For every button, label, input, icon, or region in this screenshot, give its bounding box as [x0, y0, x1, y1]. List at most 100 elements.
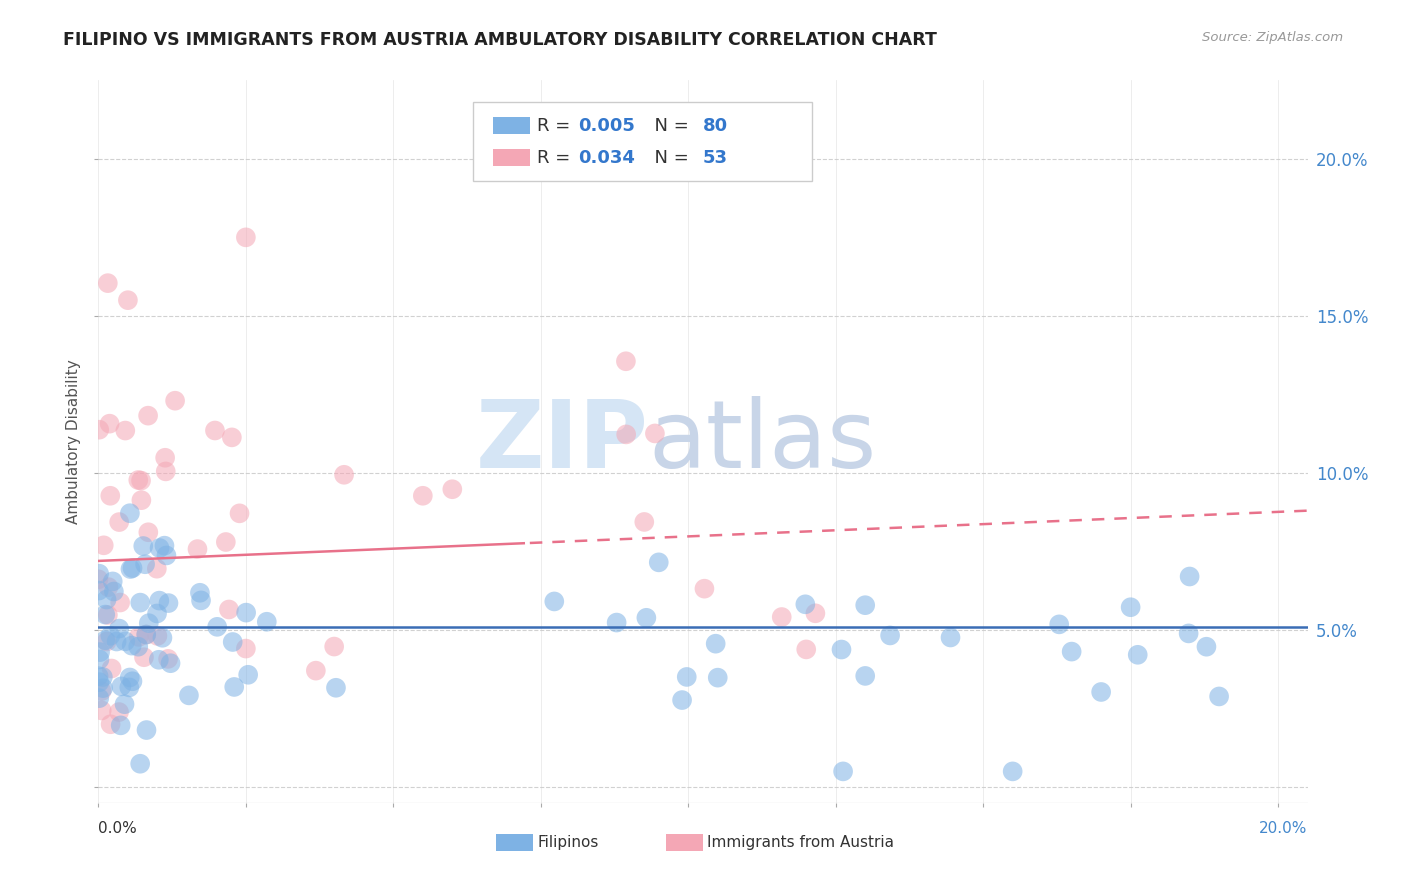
Text: R =: R =	[537, 149, 576, 167]
Text: 0.034: 0.034	[578, 149, 636, 167]
Point	[114, 634, 136, 648]
Point	[136, 525, 159, 540]
Point	[188, 586, 211, 600]
Point	[97, 580, 120, 594]
Point	[614, 427, 637, 442]
Point	[235, 606, 257, 620]
Point	[93, 538, 115, 552]
FancyBboxPatch shape	[665, 834, 703, 851]
Point	[238, 667, 260, 681]
Point	[325, 681, 347, 695]
Point	[121, 639, 143, 653]
Point	[1178, 569, 1201, 583]
Point	[1177, 626, 1199, 640]
Point	[177, 689, 200, 703]
Point	[305, 664, 328, 678]
Point	[441, 482, 464, 496]
FancyBboxPatch shape	[492, 149, 530, 166]
Point	[205, 620, 228, 634]
Point	[831, 642, 853, 657]
Point	[87, 583, 110, 598]
Point	[89, 423, 111, 437]
Point	[675, 670, 697, 684]
Point	[1047, 617, 1070, 632]
Point	[148, 593, 170, 607]
Point	[100, 717, 122, 731]
Point	[157, 596, 180, 610]
Point	[794, 642, 817, 657]
Point	[108, 595, 131, 609]
Text: atlas: atlas	[648, 395, 877, 488]
Point	[228, 506, 250, 520]
Text: 20.0%: 20.0%	[1260, 821, 1308, 836]
Point	[121, 674, 143, 689]
Text: 0.0%: 0.0%	[98, 821, 138, 836]
Point	[1090, 685, 1112, 699]
Point	[91, 670, 114, 684]
Point	[704, 637, 727, 651]
Point	[159, 657, 181, 671]
Point	[138, 616, 160, 631]
Point	[118, 671, 141, 685]
Point	[804, 607, 827, 621]
Y-axis label: Ambulatory Disability: Ambulatory Disability	[66, 359, 82, 524]
Point	[215, 535, 238, 549]
Point	[644, 426, 666, 441]
Point	[129, 474, 152, 488]
Point	[153, 450, 176, 465]
Point	[87, 669, 110, 683]
Point	[155, 549, 177, 563]
Text: Filipinos: Filipinos	[537, 835, 599, 850]
Point	[323, 640, 346, 654]
Point	[114, 697, 136, 711]
Text: 80: 80	[703, 117, 728, 135]
Point	[90, 684, 112, 698]
Point	[129, 756, 152, 771]
Point	[235, 641, 257, 656]
Point	[128, 630, 150, 644]
Point	[412, 489, 434, 503]
Point	[96, 634, 118, 648]
Text: ZIP: ZIP	[475, 395, 648, 488]
Point	[121, 561, 143, 575]
Point	[135, 627, 157, 641]
Point	[98, 489, 121, 503]
Point	[706, 671, 728, 685]
Point	[606, 615, 628, 630]
Point	[333, 467, 356, 482]
Point	[90, 704, 112, 718]
Point	[103, 584, 125, 599]
Text: R =: R =	[537, 117, 576, 135]
Point	[222, 635, 245, 649]
Text: Immigrants from Austria: Immigrants from Austria	[707, 835, 894, 850]
Point	[129, 596, 152, 610]
Point	[118, 681, 141, 695]
Point	[114, 424, 136, 438]
Point	[190, 593, 212, 607]
Point	[832, 764, 855, 779]
Point	[235, 230, 257, 244]
Point	[155, 464, 177, 478]
Point	[97, 607, 120, 622]
Point	[89, 566, 111, 581]
FancyBboxPatch shape	[474, 102, 811, 181]
Text: Source: ZipAtlas.com: Source: ZipAtlas.com	[1202, 31, 1343, 45]
Point	[157, 652, 180, 666]
Point	[636, 611, 658, 625]
Point	[97, 276, 120, 290]
Point	[543, 594, 565, 608]
Point	[94, 633, 117, 648]
Point	[134, 558, 156, 572]
Point	[108, 622, 131, 636]
Point	[91, 681, 114, 695]
Point	[671, 693, 693, 707]
Point	[131, 493, 153, 508]
Point	[108, 515, 131, 529]
Point	[1208, 690, 1230, 704]
Point	[89, 691, 111, 706]
Text: 0.005: 0.005	[578, 117, 636, 135]
Point	[132, 539, 155, 553]
Point	[224, 680, 246, 694]
Point	[100, 661, 122, 675]
Point	[165, 393, 187, 408]
